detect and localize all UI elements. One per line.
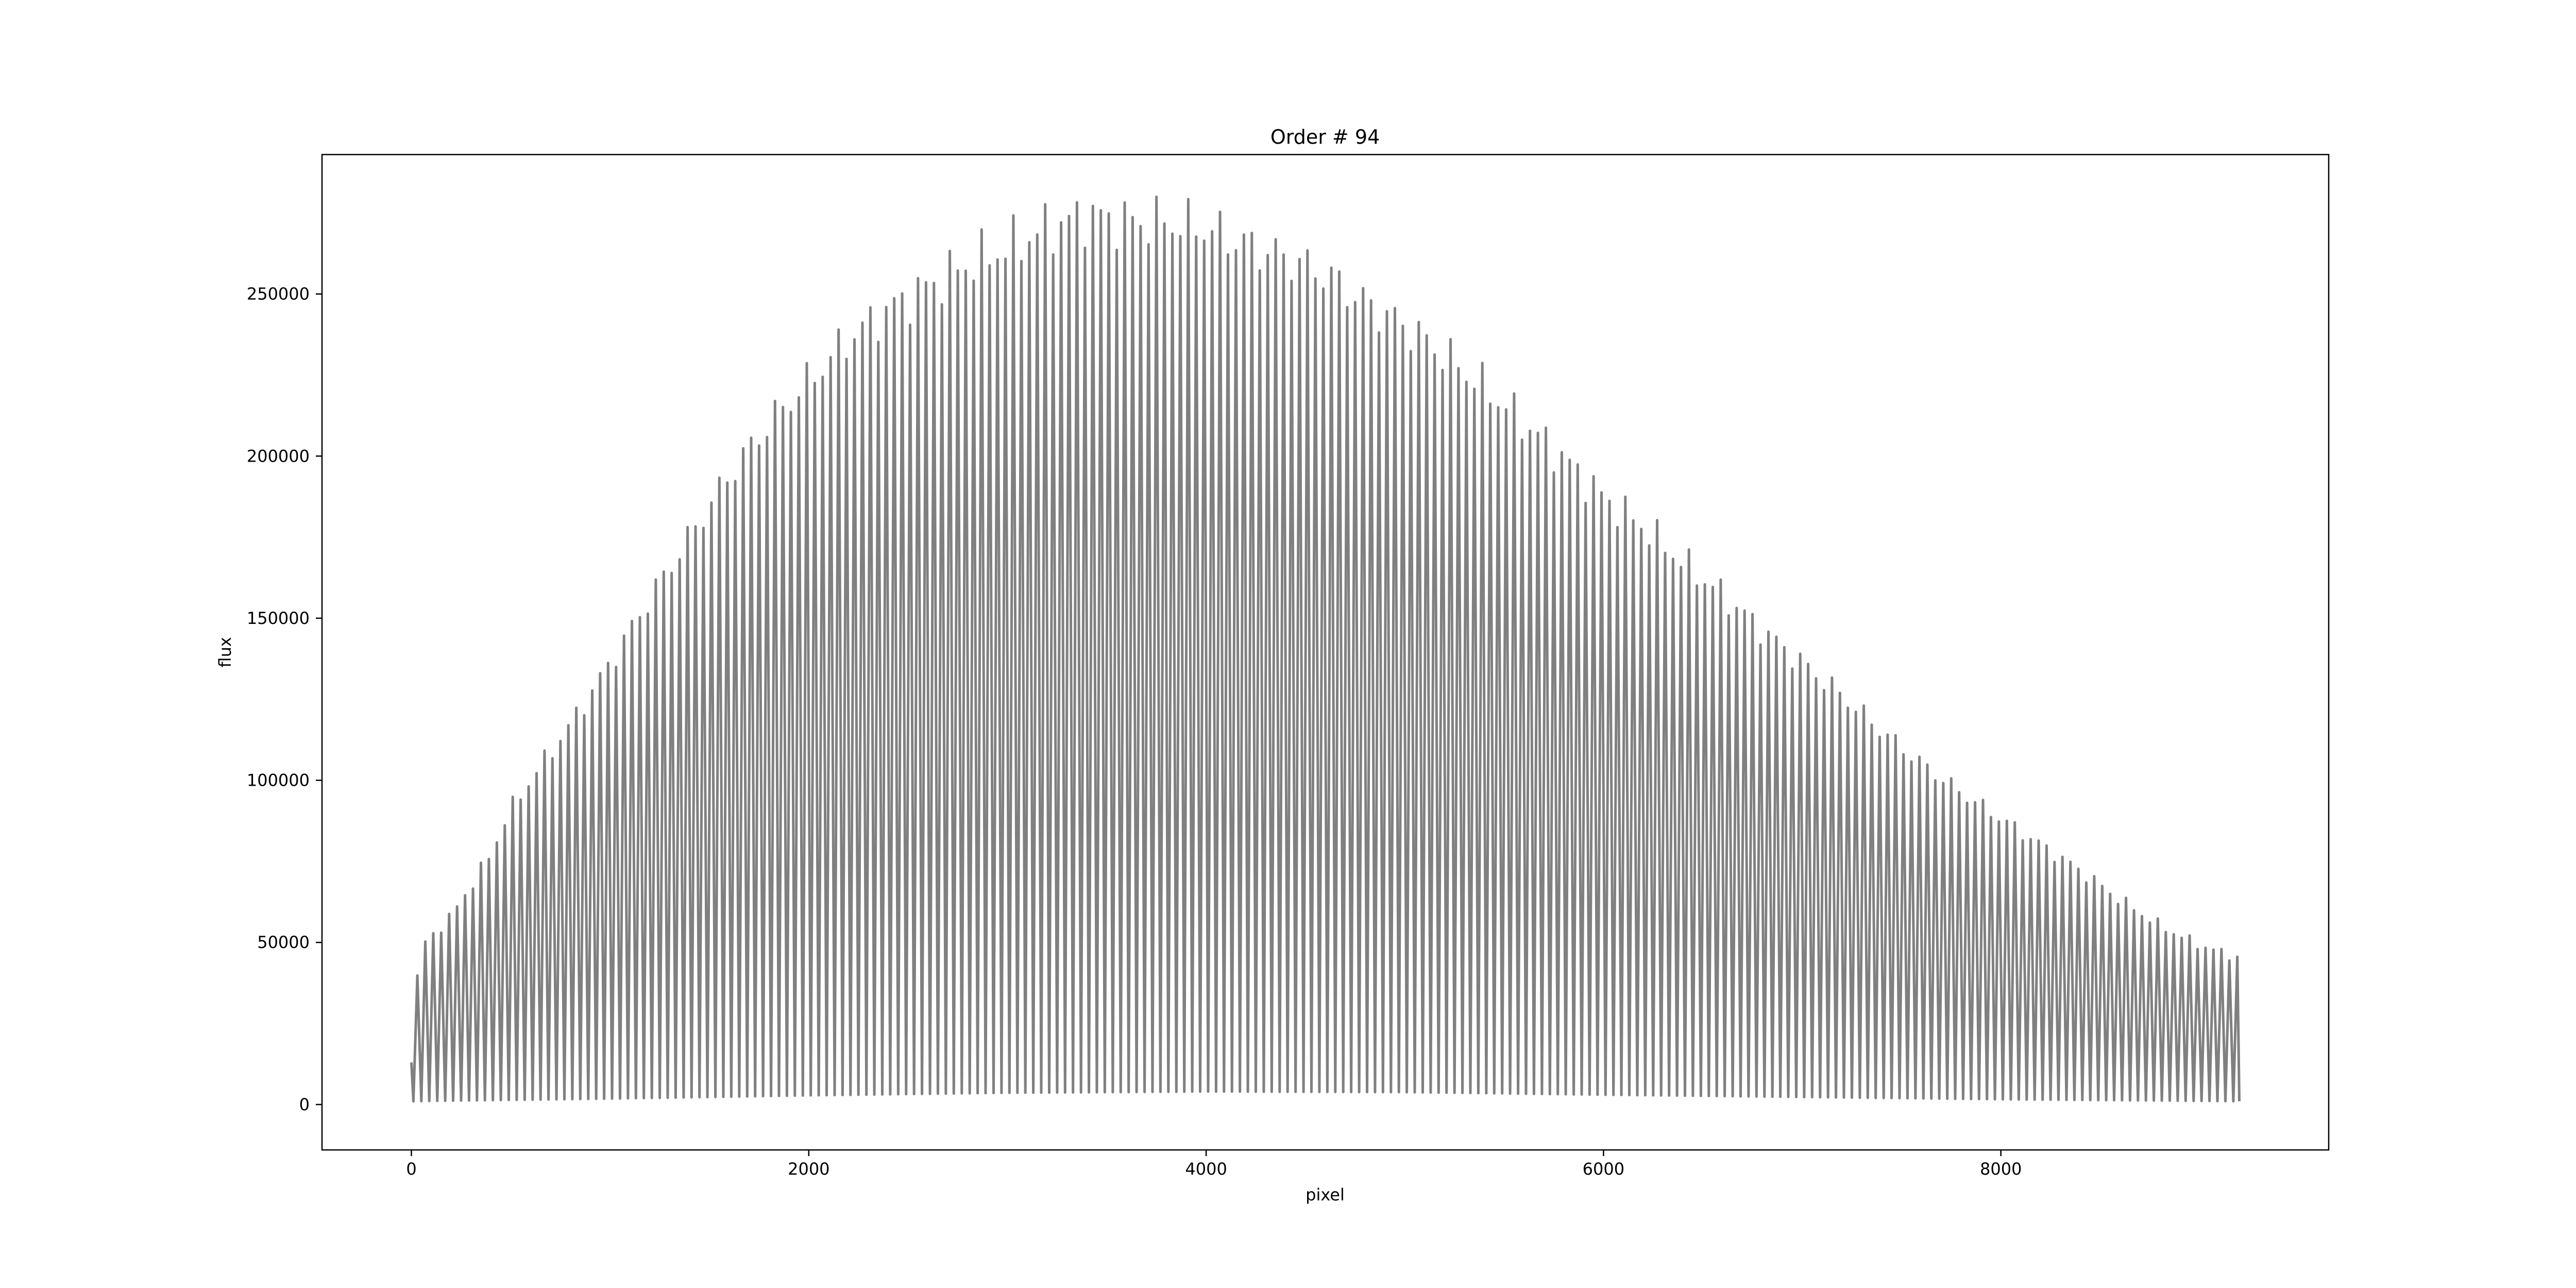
x-axis: 0 2000 4000 6000 8000: [406, 1150, 2022, 1179]
x-tick-label: 2000: [788, 1159, 829, 1179]
y-tick-label: 50000: [257, 933, 310, 952]
y-axis-label: flux: [215, 637, 235, 667]
x-tick-label: 8000: [1980, 1159, 2022, 1179]
chart-title: Order # 94: [1270, 126, 1380, 148]
x-tick-label: 4000: [1185, 1159, 1227, 1179]
spectrum-line: [410, 195, 2241, 1103]
x-tick-label: 6000: [1583, 1159, 1624, 1179]
plot-frame: [321, 154, 2330, 1151]
spectrum-lines: [410, 195, 2241, 1103]
y-tick-label: 150000: [247, 608, 310, 628]
y-tick-label: 200000: [247, 446, 310, 466]
y-tick-label: 250000: [247, 284, 310, 304]
x-tick-label: 0: [406, 1159, 416, 1179]
y-tick-label: 0: [299, 1095, 310, 1114]
y-axis: 0 50000 100000 150000 200000 250000: [247, 284, 322, 1114]
y-tick-label: 100000: [247, 771, 310, 790]
x-axis-label: pixel: [1306, 1185, 1345, 1205]
